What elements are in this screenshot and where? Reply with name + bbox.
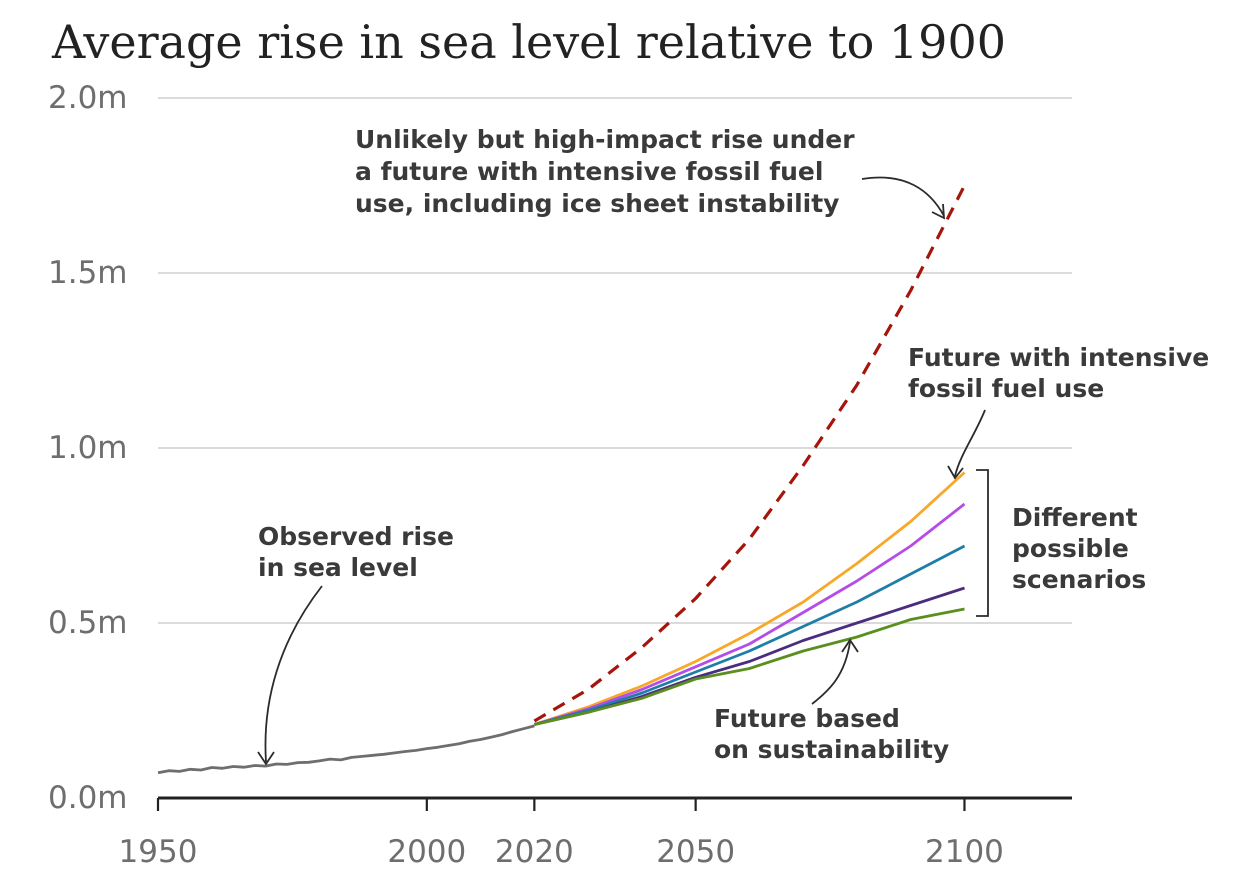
annotation-high-impact-line-2: a future with intensive fossil fuel	[355, 157, 823, 186]
annotation-observed-line-1: Observed rise	[258, 522, 454, 551]
x-tick-label: 1950	[119, 834, 198, 870]
annotation-scenarios-line-3: scenarios	[1012, 565, 1146, 594]
annotation-sustainability-line-1: Future based	[714, 704, 900, 733]
x-axis-tick-marks	[156, 798, 966, 811]
series-line-scenario-purple	[534, 502, 966, 726]
x-tick-label: 2050	[656, 834, 735, 870]
series-line-low-likelihood-high-impact	[533, 184, 966, 723]
observed-arrow	[264, 585, 323, 763]
high-impact-arrow	[861, 176, 945, 217]
x-axis-tick-labels: 1950 2000 2020 2050 2100	[119, 834, 1004, 870]
annotation-scenarios-line-1: Different	[1012, 503, 1138, 532]
x-tick-label: 2020	[495, 834, 574, 870]
sustainability-arrowhead	[841, 638, 859, 653]
y-tick-label: 2.0m	[48, 80, 128, 116]
gridlines	[158, 97, 1072, 624]
series-lines	[157, 184, 966, 775]
sustainability-arrow	[811, 641, 851, 705]
x-tick-label: 2100	[925, 834, 1004, 870]
annotation-intensive: Future with intensive fossil fuel use	[908, 343, 1209, 480]
annotation-observed: Observed rise in sea level	[257, 522, 454, 766]
annotation-scenarios-line-2: possible	[1012, 534, 1129, 563]
series-line-sustainability	[534, 607, 965, 726]
y-axis-tick-labels: 0.0m 0.5m 1.0m 1.5m 2.0m	[48, 80, 128, 816]
chart-title: Average rise in sea level relative to 19…	[51, 15, 1006, 69]
y-tick-label: 1.0m	[48, 430, 128, 466]
intensive-arrow	[954, 409, 986, 477]
observed-arrowhead	[257, 751, 275, 766]
high-impact-arrowhead	[931, 203, 946, 220]
series-line-intensive-fossil-fuel	[533, 471, 966, 726]
annotation-sustainability-line-2: on sustainability	[714, 735, 949, 764]
annotation-intensive-line-2: fossil fuel use	[908, 374, 1104, 403]
annotation-high-impact-line-3: use, including ice sheet instability	[355, 189, 839, 218]
annotation-intensive-line-1: Future with intensive	[908, 343, 1209, 372]
annotation-observed-line-2: in sea level	[258, 553, 418, 582]
scenario-bracket-group: Different possible scenarios	[976, 469, 1146, 617]
intensive-arrowhead	[947, 465, 964, 480]
annotation-high-impact: Unlikely but high-impact rise under a fu…	[355, 125, 946, 220]
annotation-high-impact-line-1: Unlikely but high-impact rise under	[355, 125, 855, 154]
y-tick-label: 1.5m	[48, 255, 128, 291]
series-line-observed	[157, 724, 535, 775]
y-tick-label: 0.5m	[48, 605, 128, 641]
y-tick-label: 0.0m	[48, 780, 128, 816]
x-tick-label: 2000	[387, 834, 466, 870]
scenario-bracket	[976, 469, 989, 617]
annotation-sustainability: Future based on sustainability	[714, 638, 949, 764]
series-line-scenario-teal	[534, 544, 966, 726]
